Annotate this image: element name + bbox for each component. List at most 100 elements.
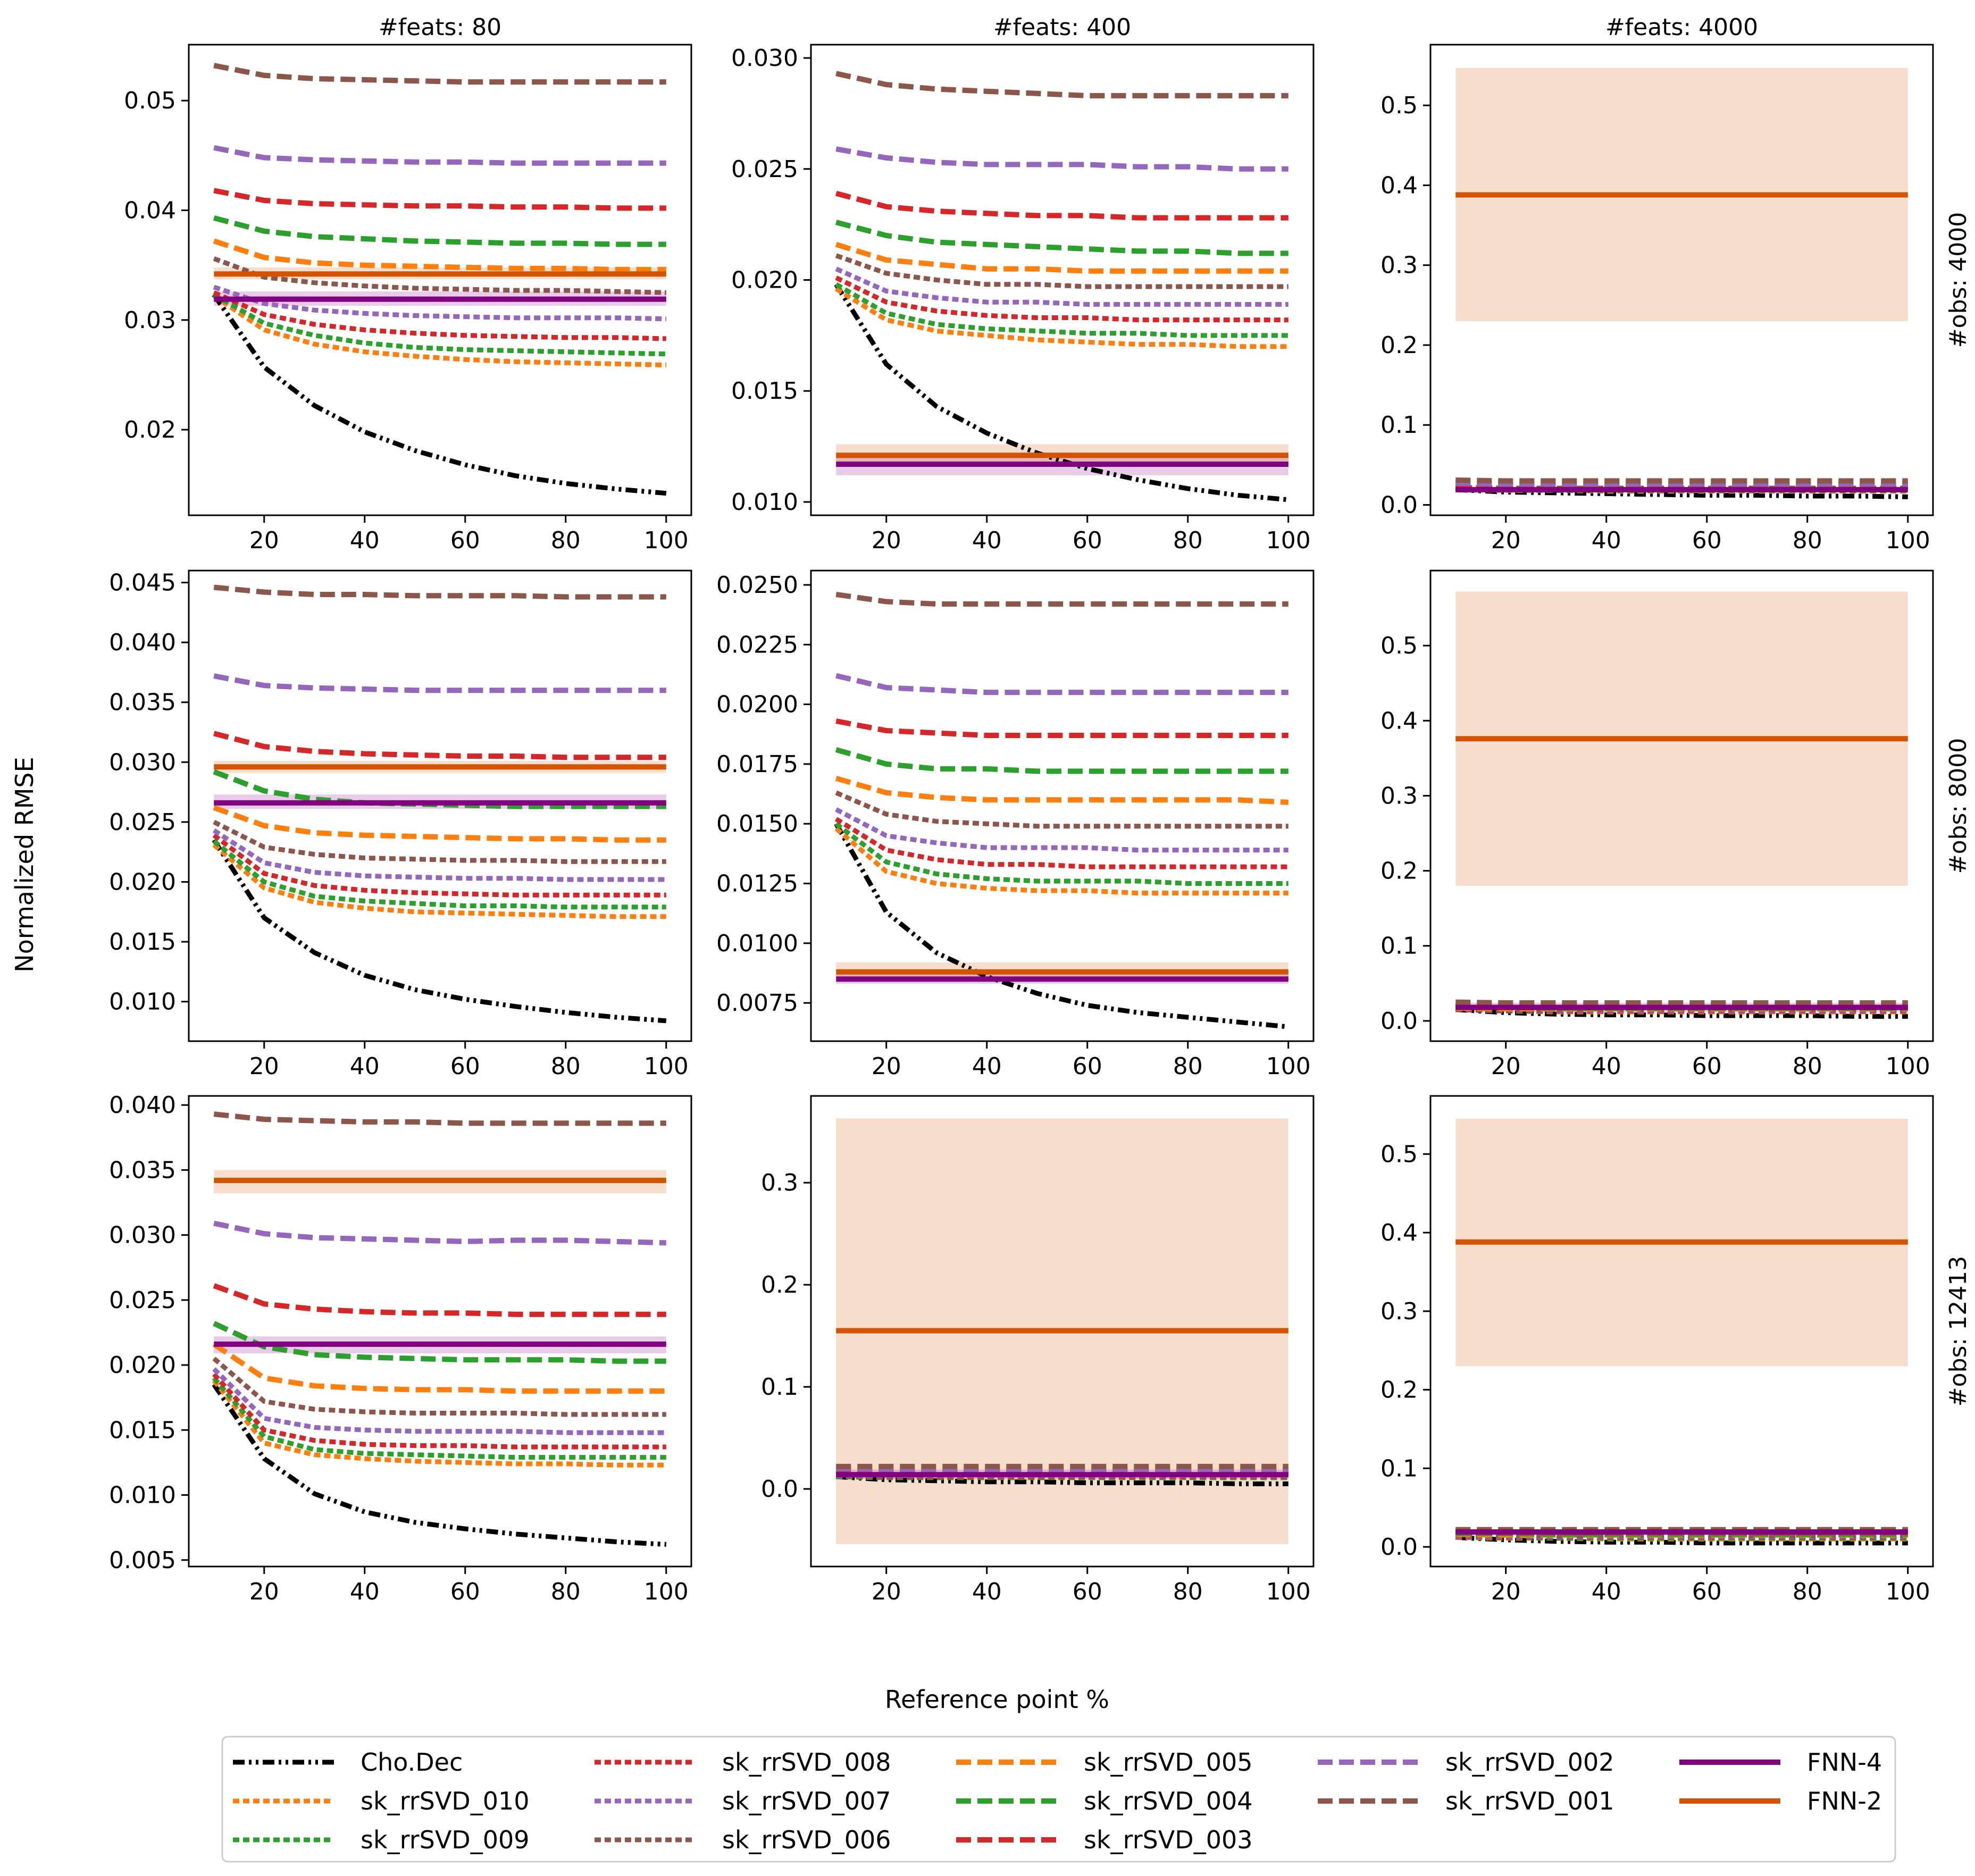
y-tick-label: 0.045 [109,570,176,597]
x-tick-label: 100 [1266,527,1311,554]
series-lines [212,584,667,1024]
x-tick-label: 100 [1266,1578,1311,1605]
y-tick-label: 0.010 [109,1482,176,1509]
line-sk-rrsvd-002 [1455,480,1908,487]
legend-item-sk-rrsvd-003: sk_rrSVD_003 [956,1825,1253,1854]
y-tick-label: 0.0 [1380,1534,1418,1561]
subplot-r1-c1: 20 40 60 80 100 0.0075 0.0100 0.0125 0.0150 0.017… [716,570,1315,1080]
series-lines [212,63,667,496]
line-sk-rrsvd-002 [213,145,666,166]
x-tick-label: 80 [1793,1053,1822,1080]
y-tick-label: 0.025 [109,809,176,836]
line-cho-dec [834,822,1289,1029]
series-lines [1455,192,1908,499]
x-tick-label: 80 [551,1578,581,1605]
line-sk-rrsvd-003 [835,718,1288,738]
series-lines [1455,736,1908,1019]
legend-label: sk_rrSVD_009 [361,1825,530,1854]
column-title: #feats: 4000 [1605,14,1758,41]
legend-item-sk-rrsvd-010: sk_rrSVD_010 [233,1787,530,1815]
row-label: #obs: 12413 [1945,1256,1972,1406]
x-tick-label: 60 [450,527,480,554]
y-tick-label: 0.040 [109,1092,176,1119]
y-tick-label: 0.035 [109,689,176,716]
y-tick-label: 0.010 [109,989,176,1016]
x-tick-label: 60 [1073,1578,1102,1605]
line-sk-rrsvd-008 [834,817,1288,869]
line-cho-dec [1455,487,1908,499]
subplot-r2-c1: 20 40 60 80 100 0.0 0.1 0.2 0.3 [761,1095,1315,1605]
y-tick-label: 0.4 [1380,172,1418,199]
line-sk-rrsvd-005 [212,1342,666,1394]
line-sk-rrsvd-009 [835,282,1288,338]
subplot-r1-c2: 20 40 60 80 100 0.0 0.1 0.2 0.3 0.4 0.5 #obs: 8000 [1380,570,1972,1080]
x-tick-label: 60 [1692,527,1722,554]
x-tick-label: 80 [1173,527,1203,554]
legend-item-sk-rrsvd-002: sk_rrSVD_002 [1318,1748,1614,1777]
legend-label: sk_rrSVD_002 [1445,1748,1614,1777]
line-cho-dec [212,1383,667,1547]
legend-label: sk_rrSVD_010 [361,1787,530,1815]
y-tick-label: 0.0 [1380,1008,1418,1035]
y-tick-label: 0.040 [109,629,176,656]
line-cho-dec [834,283,1289,502]
line-cho-dec [1455,1535,1908,1546]
line-sk-rrsvd-009 [212,839,666,910]
legend-label: sk_rrSVD_004 [1084,1787,1253,1815]
y-tick-label: 0.030 [109,1222,176,1249]
y-tick-label: 0.5 [1380,92,1418,119]
y-tick-label: 0.1 [1380,412,1418,439]
y-tick-label: 0.010 [731,489,798,516]
legend-item-sk-rrsvd-009: sk_rrSVD_009 [233,1825,530,1854]
y-tick-label: 0.0150 [716,810,798,838]
legend-item-sk-rrsvd-001: sk_rrSVD_001 [1318,1787,1614,1815]
legend-label: FNN-2 [1807,1787,1882,1815]
confidence-bands [836,444,1288,475]
y-tick-label: 0.025 [109,1287,176,1314]
y-tick-label: 0.03 [124,307,176,334]
x-tick-label: 20 [872,1578,901,1605]
axes-frame [810,570,1315,1042]
x-tick-label: 100 [1266,1053,1311,1080]
line-sk-rrsvd-001 [835,591,1288,607]
y-tick-label: 0.4 [1380,707,1418,734]
line-sk-rrsvd-007 [212,1367,666,1435]
line-sk-rrsvd-001 [213,1111,666,1126]
line-cho-dec [836,1474,1288,1486]
line-sk-rrsvd-001 [213,584,666,600]
y-tick-label: 0.1 [761,1374,798,1401]
y-tick-label: 0.005 [109,1547,176,1574]
x-tick-label: 40 [1592,1578,1621,1605]
legend-box [221,1736,1896,1863]
column-title: #feats: 80 [379,14,501,41]
legend-label: sk_rrSVD_005 [1084,1748,1253,1777]
axes-frame [188,1095,692,1568]
y-tick-label: 0.015 [109,928,176,956]
x-tick-label: 20 [249,1578,279,1605]
series-lines [836,1328,1288,1486]
line-sk-rrsvd-004 [213,215,666,247]
y-tick-label: 0.2 [1380,332,1418,359]
y-tick-label: 0.015 [109,1417,176,1444]
y-tick-label: 0.020 [731,267,798,294]
row-label: #obs: 8000 [1945,738,1972,874]
line-sk-rrsvd-003 [835,190,1288,221]
y-tick-label: 0.0100 [716,930,798,957]
y-axis-label: Normalized RMSE [10,757,39,972]
y-tick-label: 0.020 [109,1352,176,1379]
line-sk-rrsvd-002 [835,673,1288,696]
x-tick-label: 40 [1592,527,1621,554]
x-tick-label: 80 [1793,1578,1822,1605]
y-tick-label: 0.3 [1380,1298,1418,1325]
legend-label: sk_rrSVD_007 [722,1787,891,1815]
y-tick-label: 0.030 [109,749,176,776]
legend-label: sk_rrSVD_006 [722,1825,891,1854]
x-tick-label: 20 [1491,527,1521,554]
line-sk-rrsvd-007 [213,284,666,322]
line-sk-rrsvd-010 [212,294,666,367]
line-sk-rrsvd-007 [212,828,666,882]
line-sk-rrsvd-006 [213,819,666,864]
x-tick-label: 60 [1692,1053,1722,1080]
x-tick-label: 100 [644,1053,689,1080]
